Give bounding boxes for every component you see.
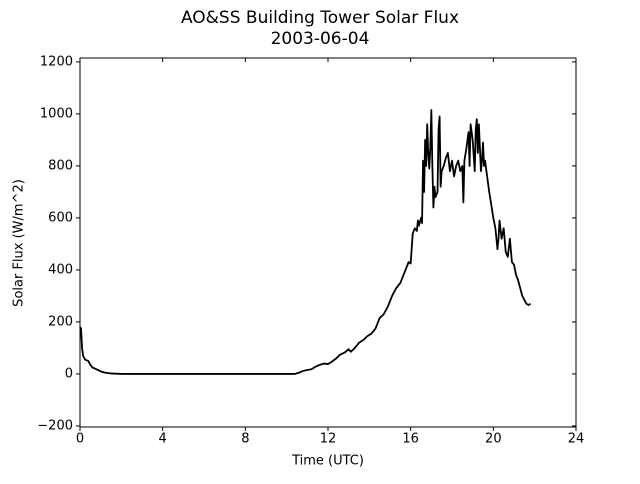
x-tick-label: 0 [76,432,84,447]
y-tick-label: −200 [37,418,73,433]
x-tick-label: 12 [320,432,337,447]
y-tick-label: 1000 [40,106,73,121]
x-tick-label: 8 [241,432,249,447]
y-tick-label: 200 [48,314,73,329]
x-tick-label: 20 [485,432,502,447]
x-tick-label: 4 [159,432,167,447]
y-tick-label: 1200 [40,54,73,69]
y-tick-label: 600 [48,210,73,225]
data-line [79,109,532,375]
x-tick-label: 16 [402,432,419,447]
y-axis-label: Solar Flux (W/m^2) [12,179,27,307]
x-axis-label: Time (UTC) [291,454,364,469]
x-tick-label: 24 [568,432,585,447]
plot-frame [79,57,577,428]
chart-title: AO&SS Building Tower Solar Flux [181,8,459,28]
y-tick-label: 800 [48,158,73,173]
chart-subtitle: 2003-06-04 [271,29,370,49]
y-tick-label: 400 [48,262,73,277]
y-tick-label: 0 [65,366,73,381]
